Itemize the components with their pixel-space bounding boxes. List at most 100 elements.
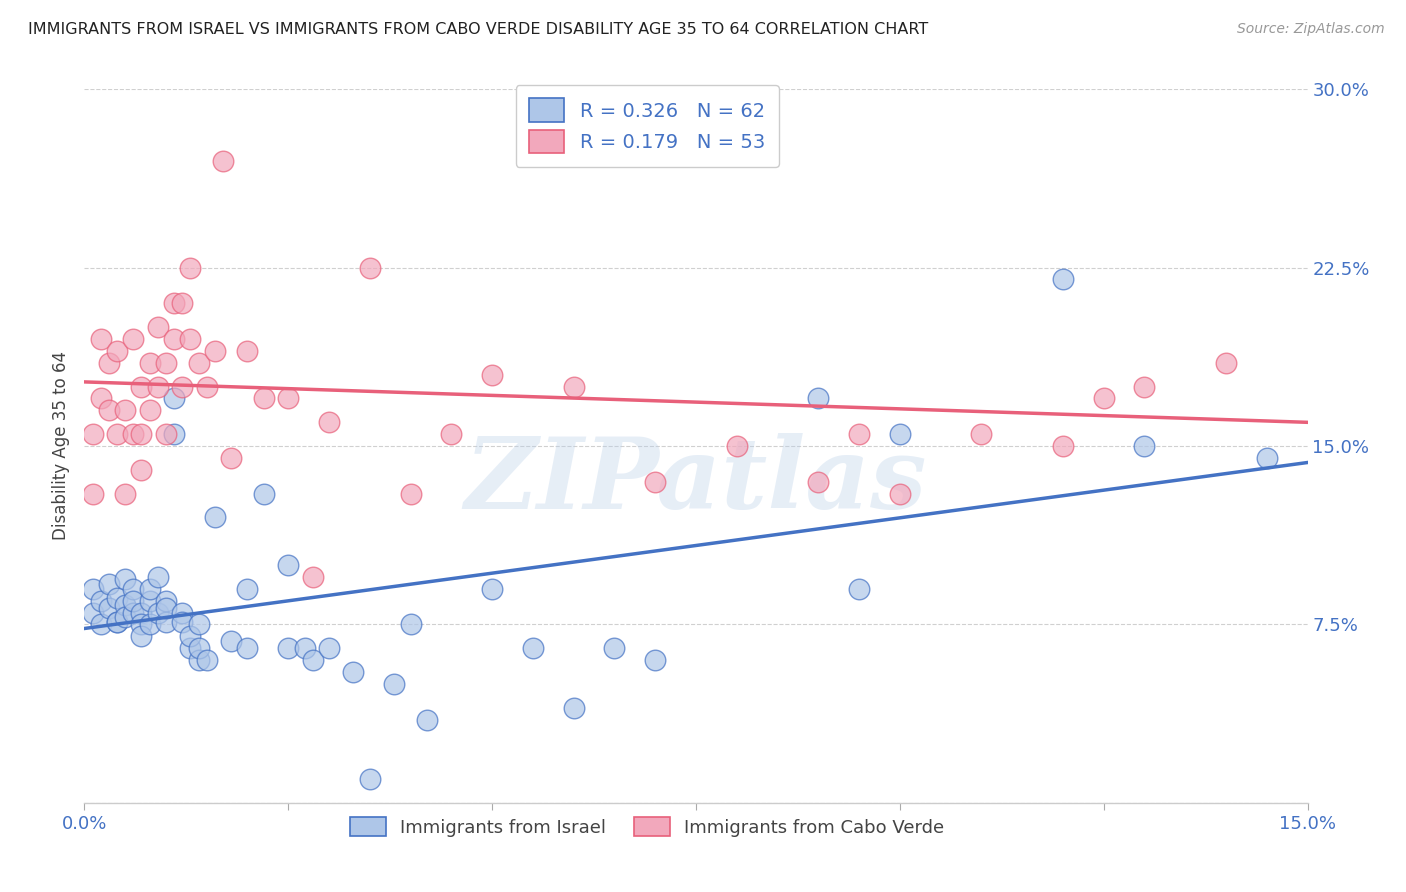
- Point: [399, 617, 422, 632]
- Point: [122, 593, 145, 607]
- Point: [179, 332, 201, 346]
- Point: [90, 392, 112, 406]
- Point: [416, 713, 439, 727]
- Point: [277, 558, 299, 572]
- Point: [122, 606, 145, 620]
- Text: IMMIGRANTS FROM ISRAEL VS IMMIGRANTS FROM CABO VERDE DISABILITY AGE 35 TO 64 COR: IMMIGRANTS FROM ISRAEL VS IMMIGRANTS FRO…: [28, 22, 928, 37]
- Point: [318, 415, 340, 429]
- Point: [1052, 272, 1074, 286]
- Point: [294, 641, 316, 656]
- Point: [644, 475, 666, 489]
- Point: [114, 403, 136, 417]
- Point: [155, 593, 177, 607]
- Point: [848, 427, 870, 442]
- Point: [359, 260, 381, 275]
- Point: [122, 332, 145, 346]
- Point: [97, 577, 120, 591]
- Point: [138, 593, 160, 607]
- Point: [163, 296, 186, 310]
- Point: [481, 368, 503, 382]
- Point: [90, 617, 112, 632]
- Point: [277, 641, 299, 656]
- Point: [179, 641, 201, 656]
- Point: [236, 582, 259, 596]
- Point: [889, 427, 911, 442]
- Point: [146, 570, 169, 584]
- Point: [204, 510, 226, 524]
- Point: [359, 772, 381, 786]
- Point: [301, 653, 323, 667]
- Point: [219, 450, 242, 465]
- Point: [277, 392, 299, 406]
- Point: [131, 606, 153, 620]
- Point: [122, 582, 145, 596]
- Point: [1092, 392, 1115, 406]
- Point: [195, 653, 218, 667]
- Point: [187, 356, 209, 370]
- Point: [163, 392, 186, 406]
- Point: [603, 106, 626, 120]
- Point: [179, 260, 201, 275]
- Point: [399, 486, 422, 500]
- Point: [138, 403, 160, 417]
- Point: [114, 610, 136, 624]
- Point: [90, 593, 112, 607]
- Point: [522, 641, 544, 656]
- Point: [105, 343, 128, 358]
- Point: [253, 486, 276, 500]
- Point: [131, 379, 153, 393]
- Point: [172, 615, 194, 629]
- Point: [105, 615, 128, 629]
- Point: [105, 591, 128, 606]
- Point: [114, 572, 136, 586]
- Point: [131, 463, 153, 477]
- Point: [970, 427, 993, 442]
- Point: [122, 427, 145, 442]
- Point: [163, 332, 186, 346]
- Point: [212, 153, 235, 168]
- Legend: Immigrants from Israel, Immigrants from Cabo Verde: Immigrants from Israel, Immigrants from …: [343, 809, 952, 844]
- Point: [90, 332, 112, 346]
- Point: [82, 606, 104, 620]
- Point: [204, 343, 226, 358]
- Point: [146, 606, 169, 620]
- Point: [172, 606, 194, 620]
- Point: [440, 427, 463, 442]
- Point: [172, 296, 194, 310]
- Point: [172, 379, 194, 393]
- Point: [342, 665, 364, 679]
- Point: [889, 486, 911, 500]
- Point: [82, 582, 104, 596]
- Point: [236, 641, 259, 656]
- Text: Source: ZipAtlas.com: Source: ZipAtlas.com: [1237, 22, 1385, 37]
- Point: [163, 427, 186, 442]
- Point: [146, 320, 169, 334]
- Point: [155, 615, 177, 629]
- Point: [1133, 439, 1156, 453]
- Point: [807, 475, 830, 489]
- Point: [131, 629, 153, 643]
- Point: [644, 653, 666, 667]
- Point: [603, 641, 626, 656]
- Point: [138, 617, 160, 632]
- Point: [253, 392, 276, 406]
- Point: [807, 392, 830, 406]
- Point: [82, 486, 104, 500]
- Y-axis label: Disability Age 35 to 64: Disability Age 35 to 64: [52, 351, 70, 541]
- Point: [155, 600, 177, 615]
- Point: [131, 617, 153, 632]
- Point: [155, 427, 177, 442]
- Point: [179, 629, 201, 643]
- Point: [155, 356, 177, 370]
- Point: [187, 653, 209, 667]
- Text: ZIPatlas: ZIPatlas: [465, 434, 927, 530]
- Point: [105, 427, 128, 442]
- Point: [1215, 356, 1237, 370]
- Point: [187, 617, 209, 632]
- Point: [1052, 439, 1074, 453]
- Point: [97, 403, 120, 417]
- Point: [562, 700, 585, 714]
- Point: [195, 379, 218, 393]
- Point: [382, 677, 405, 691]
- Point: [131, 427, 153, 442]
